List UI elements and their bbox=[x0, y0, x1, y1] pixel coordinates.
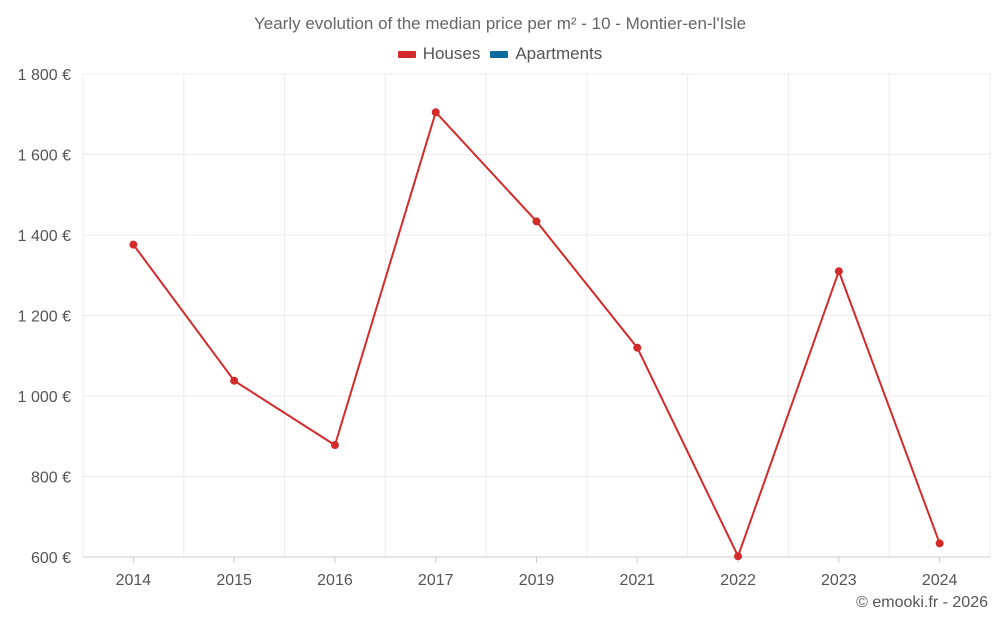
data-point-houses[interactable] bbox=[129, 240, 138, 249]
data-point-houses[interactable] bbox=[834, 267, 843, 276]
x-tick-label: 2019 bbox=[519, 572, 555, 589]
x-tick-label: 2022 bbox=[720, 572, 756, 589]
chart-title: Yearly evolution of the median price per… bbox=[253, 14, 747, 33]
x-tick-label: 2021 bbox=[619, 572, 655, 589]
legend: Houses Apartments bbox=[0, 44, 1000, 64]
x-tick-label: 2014 bbox=[116, 572, 152, 589]
x-tick-label: 2017 bbox=[418, 572, 454, 589]
legend-swatch-apartments bbox=[490, 50, 509, 58]
y-tick-label: 600 € bbox=[31, 550, 71, 567]
x-tick-label: 2023 bbox=[821, 572, 857, 589]
data-point-houses[interactable] bbox=[330, 441, 339, 450]
x-tick-label: 2016 bbox=[317, 572, 353, 589]
data-point-houses[interactable] bbox=[532, 217, 541, 226]
legend-label-houses: Houses bbox=[422, 44, 481, 63]
legend-label-apartments: Apartments bbox=[515, 44, 603, 63]
data-point-houses[interactable] bbox=[633, 343, 642, 352]
data-point-houses[interactable] bbox=[935, 539, 944, 548]
y-tick-label: 800 € bbox=[31, 470, 71, 487]
data-point-houses[interactable] bbox=[734, 552, 743, 561]
x-tick-label: 2024 bbox=[922, 572, 958, 589]
data-point-houses[interactable] bbox=[230, 376, 239, 385]
series-line-houses bbox=[132, 111, 941, 558]
credit-text: © emooki.fr - 2026 bbox=[856, 594, 988, 611]
data-point-houses[interactable] bbox=[431, 108, 440, 117]
y-tick-label: 1 800 € bbox=[18, 67, 71, 84]
legend-swatch-houses bbox=[397, 50, 416, 58]
x-tick-label: 2015 bbox=[216, 572, 252, 589]
legend-item-houses[interactable]: Houses bbox=[397, 44, 481, 64]
legend-item-apartments[interactable]: Apartments bbox=[490, 44, 602, 64]
y-tick-label: 1 200 € bbox=[18, 309, 71, 326]
y-tick-label: 1 400 € bbox=[18, 228, 71, 245]
y-tick-label: 1 000 € bbox=[18, 389, 71, 406]
y-tick-label: 1 600 € bbox=[18, 148, 71, 165]
